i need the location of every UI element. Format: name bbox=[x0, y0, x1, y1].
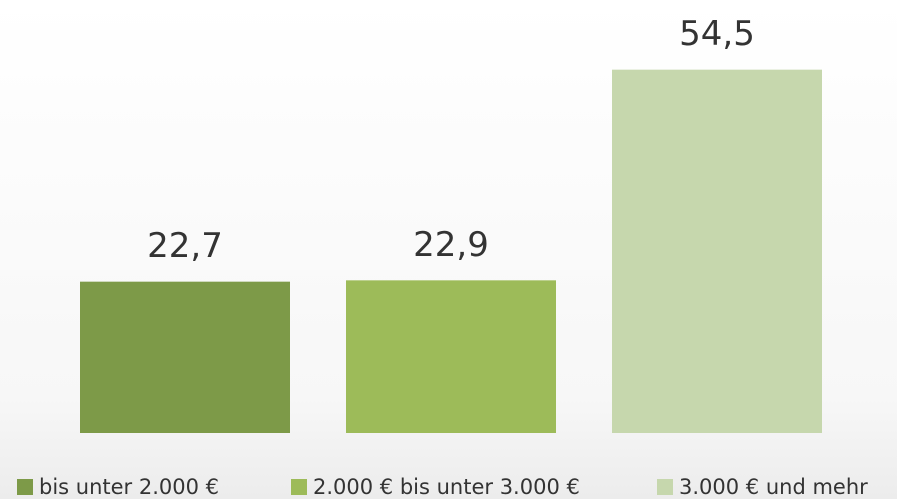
bar bbox=[346, 280, 556, 433]
legend-swatch bbox=[657, 479, 673, 495]
legend-swatch bbox=[291, 479, 307, 495]
data-label: 54,5 bbox=[679, 14, 755, 54]
data-label: 22,9 bbox=[413, 225, 489, 265]
bar bbox=[80, 281, 290, 433]
legend-swatch bbox=[17, 479, 33, 495]
legend-label: 3.000 € und mehr bbox=[679, 475, 868, 499]
bar bbox=[612, 69, 822, 434]
data-label: 22,7 bbox=[147, 226, 223, 266]
legend-label: 2.000 € bis unter 3.000 € bbox=[313, 475, 580, 499]
legend-label: bis unter 2.000 € bbox=[39, 475, 219, 499]
